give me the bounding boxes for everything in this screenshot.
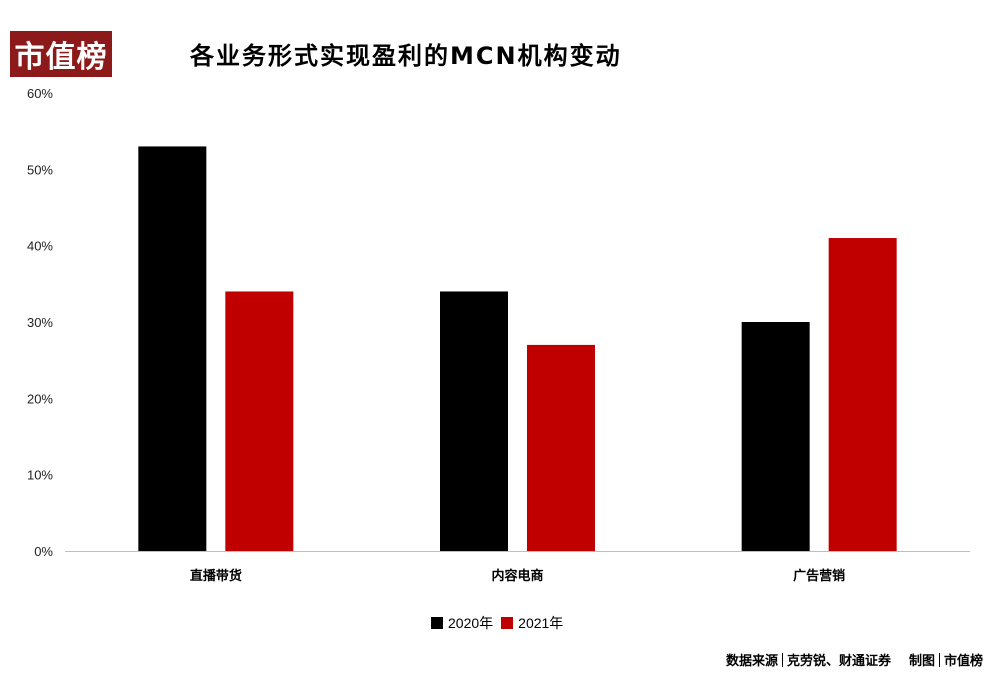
- bar-直播带货-2021年: [225, 291, 294, 551]
- made-by-separator: [938, 652, 940, 667]
- source-separator: [781, 652, 783, 667]
- bar-内容电商-2020年: [440, 291, 508, 551]
- bar-内容电商-2021年: [527, 344, 595, 551]
- legend-swatch-2021: [501, 617, 514, 629]
- x-category-label: 直播带货: [190, 568, 242, 584]
- source-value: 克劳锐、财通证券: [786, 654, 891, 669]
- y-axis: 0% 10% 20% 30% 40% 50% 60%: [27, 86, 53, 559]
- x-category-label: 广告营销: [793, 568, 845, 584]
- y-tick-label: 60%: [27, 86, 53, 101]
- made-by-value: 市值榜: [943, 654, 983, 669]
- legend-label-2021: 2021年: [518, 615, 564, 631]
- y-tick-label: 10%: [27, 468, 53, 483]
- bar-广告营销-2021年: [828, 238, 897, 552]
- legend-item-2020: 2020年: [431, 613, 493, 633]
- y-tick-label: 0%: [34, 544, 53, 559]
- x-axis: 直播带货 内容电商 广告营销: [65, 551, 970, 584]
- y-tick-label: 20%: [27, 391, 53, 406]
- source-label: 数据来源: [725, 654, 778, 669]
- chart-title: 各业务形式实现盈利的MCN机构变动: [190, 42, 622, 70]
- y-tick-label: 50%: [27, 162, 53, 177]
- brand-logo: 市值榜: [10, 31, 112, 77]
- legend-label-2020: 2020年: [448, 615, 494, 631]
- made-by-label: 制图: [908, 654, 935, 669]
- legend-item-2021: 2021年: [501, 613, 563, 633]
- x-category-label: 内容电商: [491, 568, 543, 584]
- y-tick-label: 30%: [27, 315, 53, 330]
- bars: [138, 146, 897, 552]
- bar-广告营销-2020年: [741, 322, 810, 551]
- legend: 2020年 2021年: [431, 613, 563, 633]
- source-note: 数据来源 克劳锐、财通证券 制图 市值榜: [726, 650, 983, 669]
- legend-swatch-2020: [431, 617, 443, 629]
- bar-直播带货-2020年: [138, 146, 207, 551]
- y-tick-label: 40%: [27, 239, 53, 254]
